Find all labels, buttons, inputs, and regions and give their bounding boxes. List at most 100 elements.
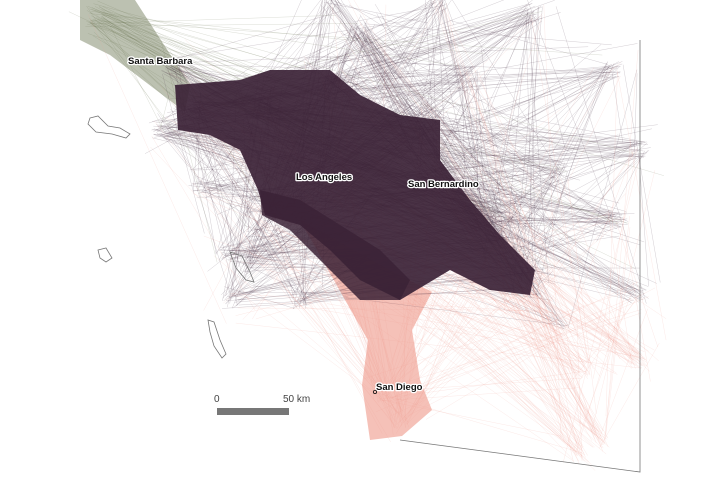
edge [151, 135, 256, 311]
edge [615, 221, 659, 348]
edge [491, 194, 505, 218]
edge [252, 227, 405, 422]
edge [439, 0, 491, 242]
edge [622, 64, 661, 283]
edge [225, 226, 286, 300]
edge [495, 215, 614, 257]
edge [150, 146, 378, 387]
edge [359, 21, 521, 214]
edge [526, 281, 595, 440]
edge [452, 0, 561, 174]
edge [162, 63, 314, 69]
edge [519, 222, 643, 296]
island [207, 319, 227, 359]
edge [416, 125, 644, 158]
edge [516, 197, 594, 370]
edge [443, 2, 483, 217]
edge [177, 126, 231, 295]
edge [364, 24, 541, 187]
edge [85, 23, 359, 27]
edge [508, 211, 522, 245]
edge [406, 309, 519, 425]
edge [356, 33, 481, 191]
edge [337, 0, 521, 227]
edge [379, 370, 589, 400]
edge [87, 14, 227, 324]
edge [352, 31, 612, 222]
edge [338, 76, 607, 88]
edge [638, 155, 649, 286]
edge [313, 0, 326, 75]
edge [458, 191, 634, 361]
edge [568, 147, 636, 326]
edge [330, 0, 506, 192]
edge [358, 33, 509, 196]
edge [522, 281, 607, 365]
edge [413, 71, 620, 178]
edge [156, 132, 271, 209]
edge [251, 232, 586, 364]
edge [516, 194, 588, 377]
edge [204, 98, 396, 423]
edge [512, 172, 562, 239]
edge [507, 289, 639, 361]
edge [446, 164, 632, 303]
edge [476, 70, 485, 209]
edge [195, 134, 238, 306]
edge [174, 11, 341, 60]
edge [460, 170, 557, 173]
edge [237, 307, 540, 311]
edge [310, 55, 474, 68]
edge [449, 20, 609, 65]
edge [502, 154, 643, 204]
edge [464, 142, 632, 159]
edge [426, 164, 633, 297]
edge [430, 5, 527, 170]
edge [160, 133, 189, 168]
edge [434, 109, 556, 179]
edge [555, 6, 647, 304]
edge [504, 210, 516, 251]
edge [504, 193, 633, 369]
edge [428, 123, 629, 222]
edge [328, 73, 617, 99]
edge [522, 63, 615, 257]
edge [306, 58, 620, 74]
edge [359, 23, 635, 365]
edge [374, 3, 569, 326]
edge [523, 147, 638, 313]
edge [399, 299, 507, 428]
edge [611, 73, 624, 143]
edge [208, 192, 269, 229]
edge [190, 125, 258, 259]
edge [412, 129, 618, 295]
edge [605, 227, 631, 436]
edge [426, 126, 523, 263]
edge [562, 157, 641, 463]
edge [338, 26, 428, 88]
edge [329, 0, 426, 107]
edge [334, 74, 422, 117]
edge [435, 108, 508, 246]
edge [480, 217, 613, 223]
edge [186, 104, 305, 302]
edge [356, 33, 621, 298]
edge [324, 0, 555, 83]
edge [525, 275, 578, 376]
edge [375, 42, 648, 367]
edge [324, 0, 488, 193]
border [399, 40, 641, 473]
edge [89, 21, 169, 94]
edge [247, 209, 405, 413]
edge [524, 150, 649, 276]
edge [176, 11, 543, 94]
edge [518, 305, 584, 448]
edge [433, 156, 627, 212]
edge [565, 324, 608, 357]
edge [90, 15, 336, 24]
edge [363, 288, 637, 380]
edge [230, 229, 290, 250]
edge [529, 292, 542, 296]
edge [437, 7, 445, 128]
